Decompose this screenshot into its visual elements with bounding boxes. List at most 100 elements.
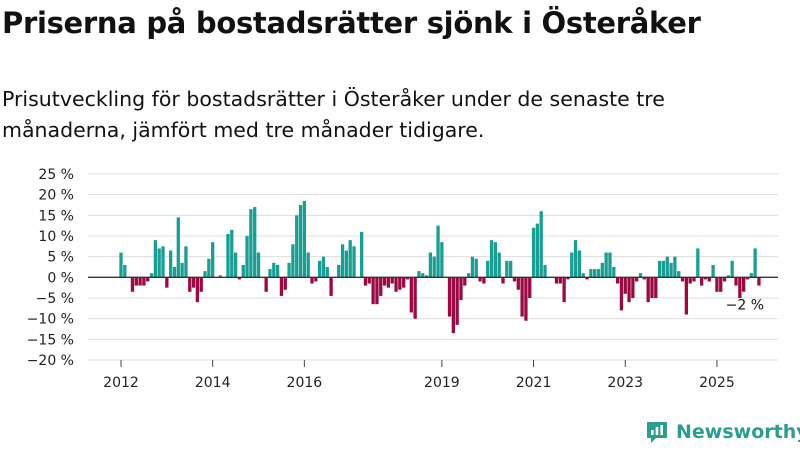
- bar: [738, 277, 742, 298]
- bar: [161, 246, 165, 278]
- bar: [283, 277, 287, 290]
- bar: [612, 267, 616, 278]
- bar: [528, 277, 532, 298]
- bar: [367, 277, 371, 284]
- bar: [516, 277, 520, 290]
- bar: [363, 277, 368, 286]
- bar: [142, 277, 146, 286]
- bar: [703, 277, 708, 280]
- bar: [195, 277, 200, 303]
- bar: [340, 244, 345, 278]
- x-tick-label: 2021: [516, 375, 552, 390]
- bar: [715, 277, 719, 292]
- bar: [554, 277, 559, 284]
- bar: [692, 277, 696, 282]
- bar: [241, 264, 245, 278]
- bar: [699, 277, 704, 286]
- bar: [176, 217, 180, 278]
- bar: [264, 277, 268, 292]
- bar: [424, 275, 429, 278]
- bar: [233, 252, 238, 278]
- bar-chart: 25 % 20 % 15 % 10 % 5 % 0 % −5 % −10 % −15 % −20 …: [27, 167, 778, 390]
- bar: [470, 256, 475, 278]
- bar: [535, 223, 540, 278]
- bar: [459, 277, 463, 301]
- bar: [436, 225, 440, 278]
- chart-title: Priserna på bostadsrätter sjönk i Österå…: [2, 6, 701, 40]
- bar: [390, 277, 394, 284]
- y-tick-label: 5 %: [47, 250, 74, 266]
- bar: [661, 260, 666, 278]
- bar: [272, 262, 276, 278]
- bar: [207, 258, 211, 278]
- bar: [447, 277, 452, 317]
- bar: [279, 277, 284, 296]
- bar: [604, 252, 608, 278]
- bar: [466, 273, 471, 278]
- x-tick-label: 2016: [287, 375, 323, 390]
- bar: [218, 275, 222, 278]
- bar: [352, 246, 356, 278]
- bar: [711, 264, 715, 278]
- x-tick-label: 2023: [607, 375, 643, 390]
- bar: [180, 262, 184, 278]
- bar: [505, 260, 509, 278]
- bar: [596, 269, 601, 278]
- bar: [684, 277, 689, 315]
- bar: [245, 236, 249, 278]
- bar: [165, 277, 169, 288]
- y-tick-label: 15 %: [38, 208, 74, 224]
- bar: [734, 277, 738, 286]
- bar: [371, 277, 375, 305]
- bar: [730, 260, 734, 278]
- bar: [275, 264, 280, 278]
- bar: [348, 240, 352, 278]
- bar: [402, 277, 406, 288]
- bar: [562, 277, 566, 303]
- y-tick-label: 25 %: [38, 167, 74, 183]
- y-tick-label: −20 %: [27, 353, 74, 369]
- bar: [623, 277, 627, 294]
- y-tick-label: −15 %: [27, 332, 74, 348]
- bar: [482, 277, 486, 284]
- bar: [688, 277, 692, 284]
- last-value-annotation: −2 %: [726, 298, 764, 314]
- x-tick-label: 2012: [103, 375, 139, 390]
- bar: [539, 211, 543, 278]
- bar: [344, 250, 349, 278]
- bar: [677, 271, 681, 278]
- brand-name: Newsworthy: [676, 421, 800, 443]
- bar: [600, 262, 604, 278]
- bar: [184, 246, 188, 278]
- bar: [317, 260, 322, 278]
- bar: [489, 240, 494, 278]
- y-tick-label: 20 %: [38, 188, 74, 204]
- bar: [325, 267, 329, 278]
- bar: [287, 262, 291, 278]
- bar: [306, 252, 310, 278]
- bar: [249, 209, 253, 278]
- bar: [589, 269, 593, 278]
- bar: [123, 264, 127, 278]
- bar: [211, 242, 215, 278]
- bars: [119, 200, 761, 334]
- bar: [360, 231, 364, 278]
- bar: [566, 277, 570, 280]
- bar: [696, 248, 700, 278]
- bar: [188, 277, 192, 292]
- bar: [745, 277, 750, 280]
- bar: [321, 256, 326, 278]
- bar: [508, 260, 513, 278]
- bar: [451, 277, 455, 334]
- bar: [428, 252, 433, 278]
- grid-lines: [88, 173, 778, 361]
- bar: [558, 277, 562, 284]
- bar: [581, 273, 585, 278]
- bar: [256, 252, 261, 278]
- bar: [146, 277, 150, 282]
- bar: [134, 277, 138, 286]
- bar: [570, 252, 574, 278]
- bar: [130, 277, 135, 292]
- bar: [631, 277, 635, 298]
- bar: [268, 269, 272, 278]
